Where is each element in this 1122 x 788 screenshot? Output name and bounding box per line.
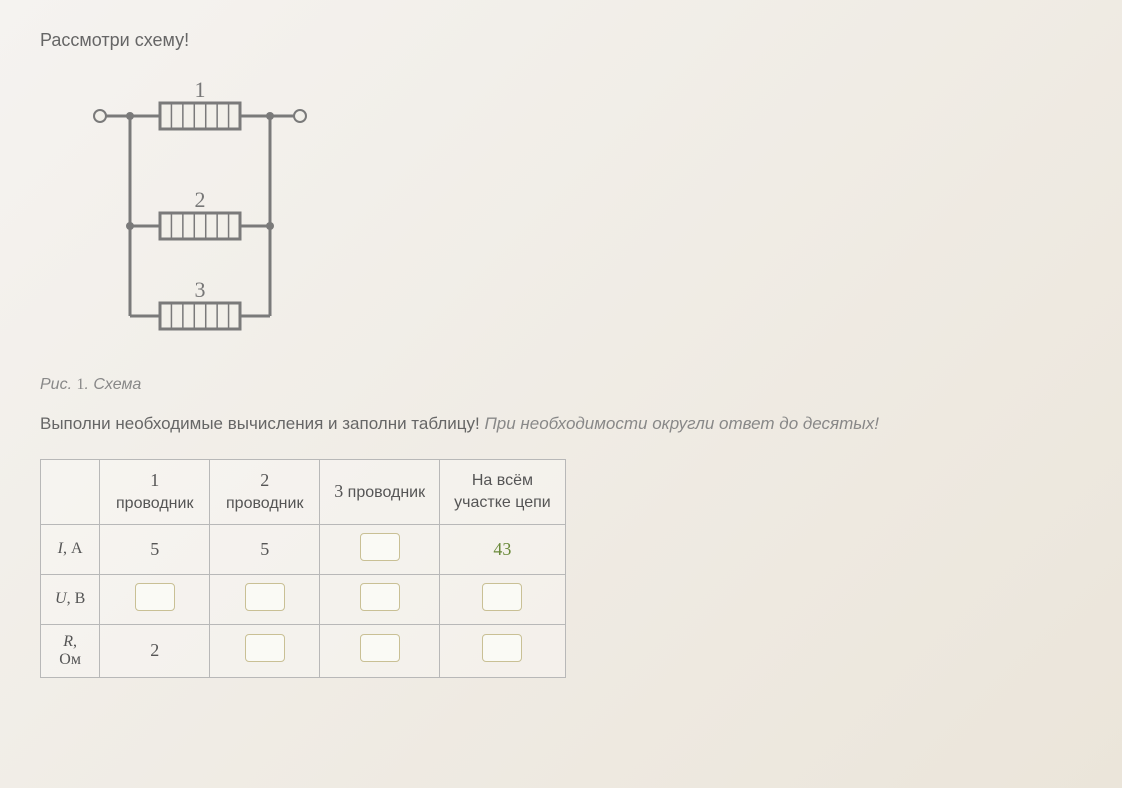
cell-1-2 bbox=[320, 574, 440, 624]
circuit-diagram: 1 2 3 bbox=[90, 71, 1082, 356]
cell-0-3: 43 bbox=[440, 524, 566, 574]
col-header-2: 3 проводник bbox=[320, 460, 440, 525]
circuit-svg: 1 2 3 bbox=[90, 71, 310, 351]
instruction-italic: При необходимости округли ответ до десят… bbox=[484, 414, 879, 433]
answer-input[interactable] bbox=[482, 634, 522, 662]
cell-0-2 bbox=[320, 524, 440, 574]
col-header-3: На всёмучастке цепи bbox=[440, 460, 566, 525]
fig-suffix: . Схема bbox=[84, 376, 141, 393]
cell-value: 43 bbox=[493, 539, 511, 559]
cell-value: 5 bbox=[150, 539, 159, 559]
figure-caption: Рис. 1. Схема bbox=[40, 376, 1082, 394]
page-heading: Рассмотри схему! bbox=[40, 30, 1082, 51]
table-header-row: 1проводник2проводник3 проводникНа всёмуч… bbox=[41, 460, 566, 525]
answer-input[interactable] bbox=[482, 583, 522, 611]
answer-input[interactable] bbox=[360, 583, 400, 611]
cell-value: 2 bbox=[150, 640, 159, 660]
svg-text:2: 2 bbox=[195, 187, 206, 212]
cell-1-0 bbox=[100, 574, 210, 624]
row-label-R: R,Ом bbox=[41, 624, 100, 677]
cell-2-3 bbox=[440, 624, 566, 677]
cell-2-1 bbox=[210, 624, 320, 677]
col-header-0: 1проводник bbox=[100, 460, 210, 525]
svg-text:3: 3 bbox=[195, 277, 206, 302]
header-blank bbox=[41, 460, 100, 525]
answer-input[interactable] bbox=[360, 533, 400, 561]
table-row: R,Ом 2 bbox=[41, 624, 566, 677]
answer-input[interactable] bbox=[245, 634, 285, 662]
cell-0-0: 5 bbox=[100, 524, 210, 574]
data-table: 1проводник2проводник3 проводникНа всёмуч… bbox=[40, 459, 566, 678]
table-row: I, А 5 5 43 bbox=[41, 524, 566, 574]
answer-input[interactable] bbox=[135, 583, 175, 611]
cell-value: 5 bbox=[260, 539, 269, 559]
instruction-plain: Выполни необходимые вычисления и заполни… bbox=[40, 414, 484, 433]
answer-input[interactable] bbox=[360, 634, 400, 662]
fig-prefix: Рис. bbox=[40, 376, 76, 393]
row-label-U: U, В bbox=[41, 574, 100, 624]
cell-2-0: 2 bbox=[100, 624, 210, 677]
row-label-I: I, А bbox=[41, 524, 100, 574]
table-row: U, В bbox=[41, 574, 566, 624]
answer-input[interactable] bbox=[245, 583, 285, 611]
cell-1-3 bbox=[440, 574, 566, 624]
table-body: I, А 5 5 43 U, ВR,Ом 2 bbox=[41, 524, 566, 677]
cell-0-1: 5 bbox=[210, 524, 320, 574]
col-header-1: 2проводник bbox=[210, 460, 320, 525]
cell-1-1 bbox=[210, 574, 320, 624]
svg-text:1: 1 bbox=[195, 77, 206, 102]
instruction-text: Выполни необходимые вычисления и заполни… bbox=[40, 414, 1082, 434]
cell-2-2 bbox=[320, 624, 440, 677]
